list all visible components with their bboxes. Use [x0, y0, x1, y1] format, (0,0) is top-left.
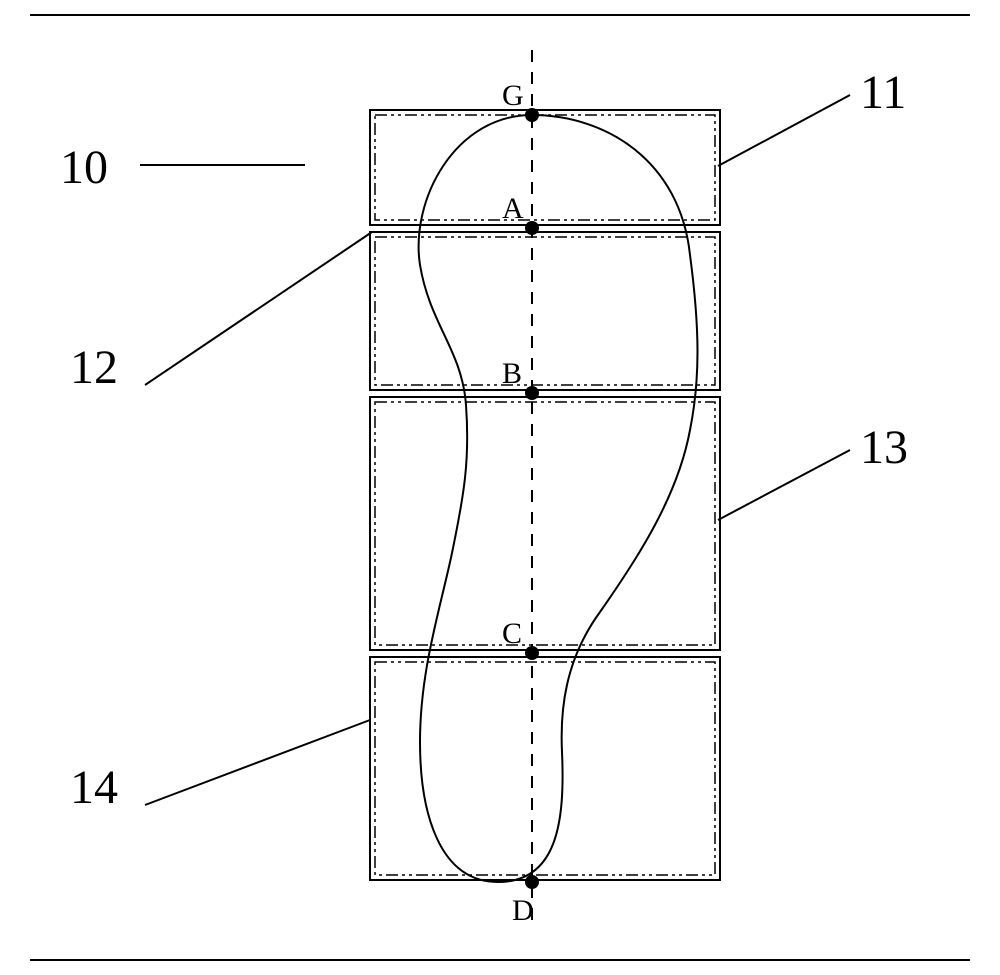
point-label-D: D	[512, 894, 534, 928]
callout-label-12: 12	[70, 340, 118, 395]
callout-label-14: 14	[70, 760, 118, 815]
callout-label-13: 13	[860, 420, 908, 475]
point-label-C: C	[502, 617, 522, 651]
point-C	[525, 646, 539, 660]
point-A	[525, 221, 539, 235]
callout-label-11: 11	[860, 65, 906, 120]
point-B	[525, 386, 539, 400]
point-label-G: G	[502, 79, 524, 113]
point-G	[525, 108, 539, 122]
diagram-svg	[0, 0, 1000, 975]
point-label-A: A	[502, 192, 524, 226]
point-label-B: B	[502, 357, 522, 391]
callout-label-10: 10	[60, 140, 108, 195]
point-D	[525, 875, 539, 889]
diagram-container: 10 11 12 13 14 G A B C D	[0, 0, 1000, 975]
